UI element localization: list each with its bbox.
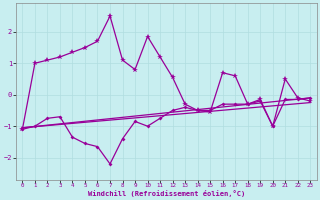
X-axis label: Windchill (Refroidissement éolien,°C): Windchill (Refroidissement éolien,°C) (88, 190, 245, 197)
